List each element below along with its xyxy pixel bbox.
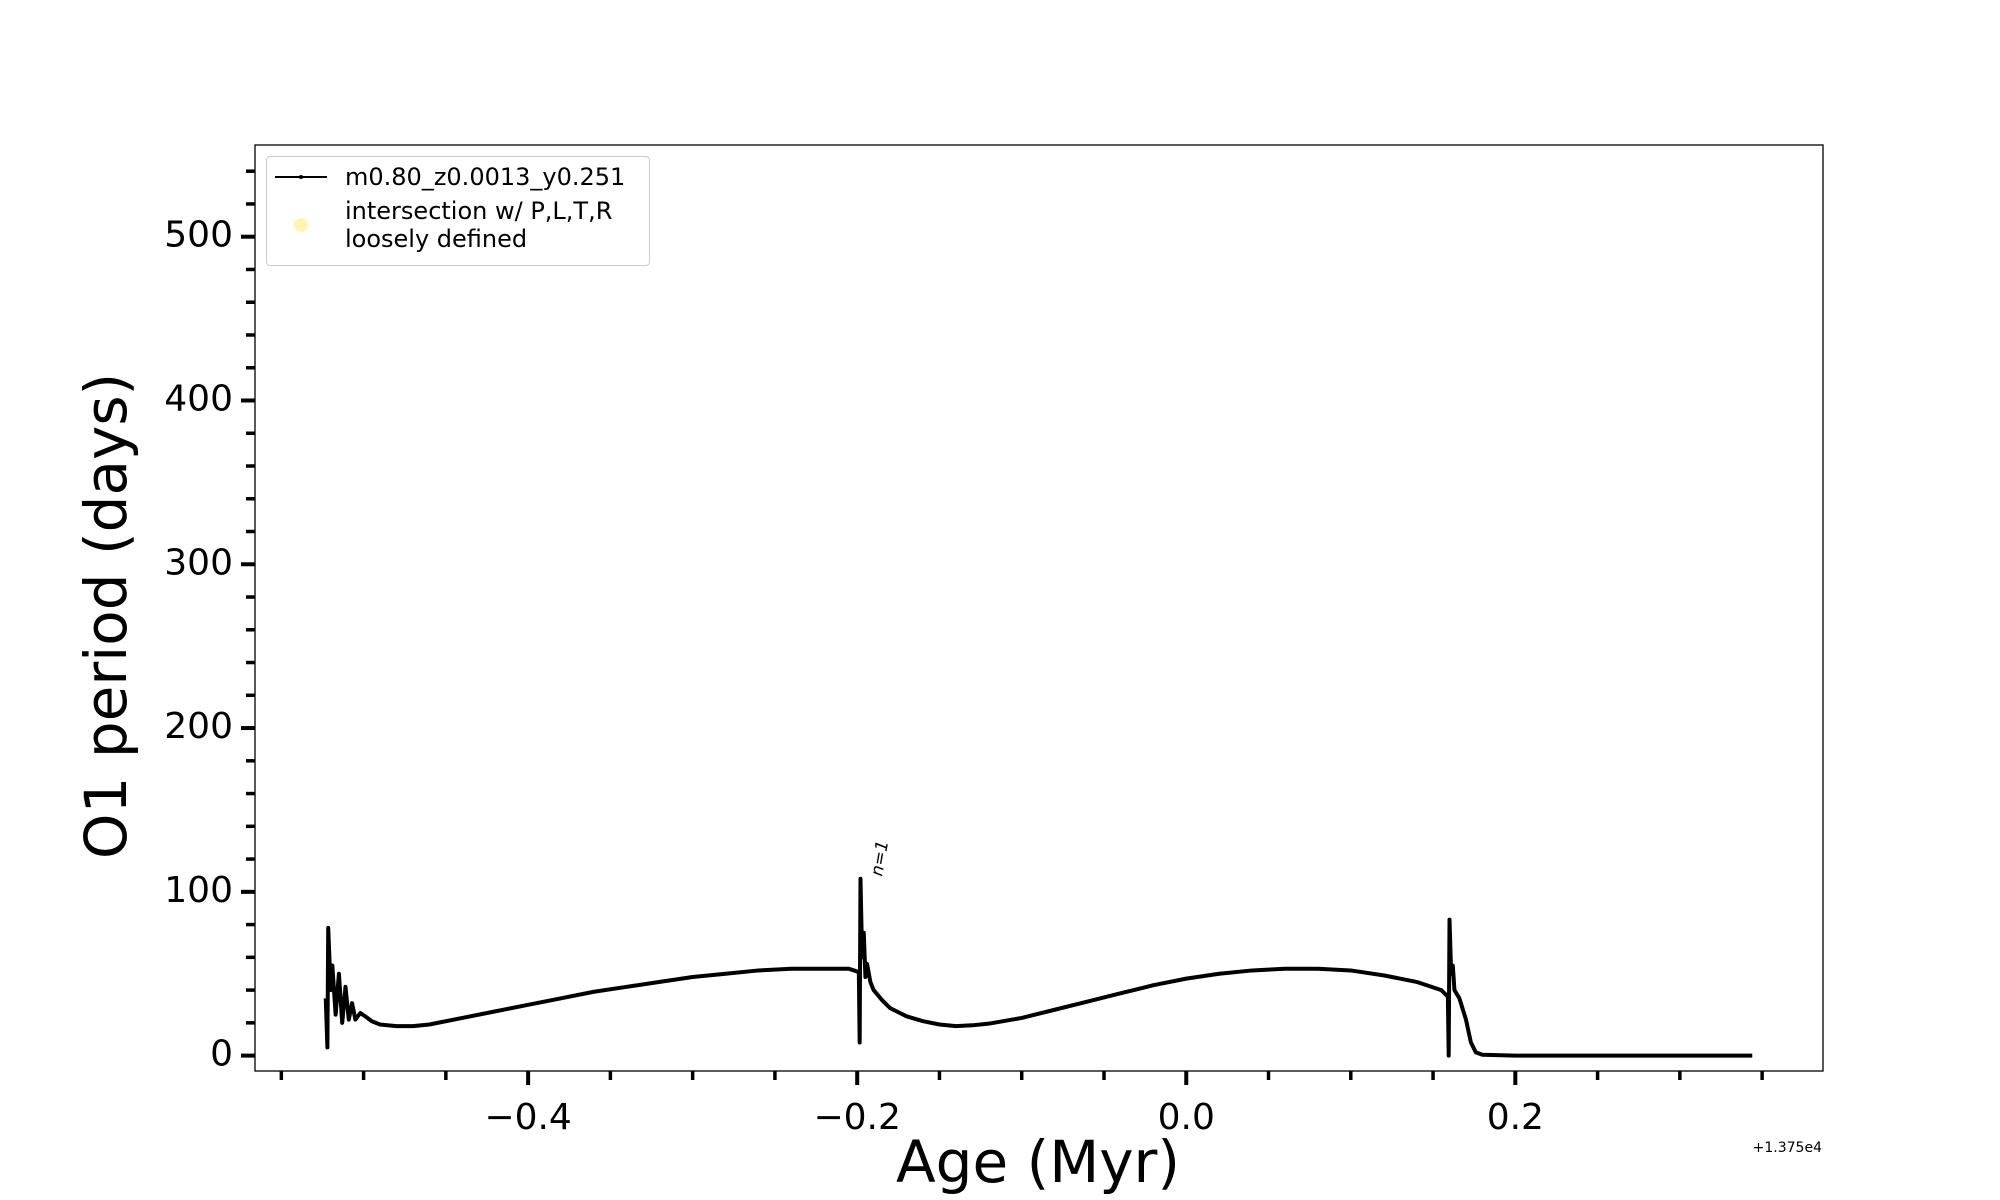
y-axis-label: O1 period (days) (72, 373, 140, 859)
legend-label: intersection w/ P,L,T,R loosely defined (345, 197, 613, 253)
plot-frame (254, 144, 1824, 1072)
y-tick-label: 100 (164, 870, 233, 911)
y-tick-label: 400 (164, 378, 233, 419)
annotation: n=1 (867, 839, 893, 878)
legend-swatch (275, 175, 327, 179)
x-tick-label: −0.2 (813, 1097, 900, 1138)
x-offset-label: +1.375e4 (1753, 1140, 1822, 1156)
data-line (323, 876, 1753, 1058)
x-tick-label: −0.4 (484, 1097, 571, 1138)
legend-entry: intersection w/ P,L,T,R loosely defined (275, 197, 612, 253)
x-axis-label: Age (Myr) (896, 1128, 1180, 1196)
x-tick-label: 0.0 (1158, 1097, 1215, 1138)
y-tick-label: 500 (164, 215, 233, 256)
x-tick-label: 0.2 (1487, 1097, 1544, 1138)
legend-entry: m0.80_z0.0013_y0.251 (275, 163, 625, 191)
y-tick-label: 200 (164, 706, 233, 747)
legend-marker (294, 218, 308, 232)
y-tick-label: 0 (210, 1034, 233, 1075)
y-tick-label: 300 (164, 542, 233, 583)
legend-label: m0.80_z0.0013_y0.251 (345, 163, 626, 191)
legend: m0.80_z0.0013_y0.251 intersection w/ P,L,… (266, 156, 650, 266)
legend-marker (299, 175, 303, 179)
legend-swatch (294, 218, 308, 232)
